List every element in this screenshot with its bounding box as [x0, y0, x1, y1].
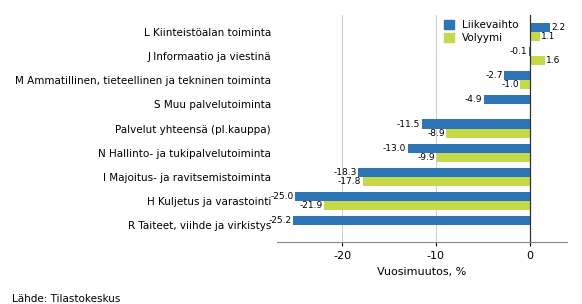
Text: -17.8: -17.8 — [338, 177, 361, 186]
Bar — [484, 95, 530, 105]
Bar — [528, 47, 530, 56]
Bar — [436, 153, 530, 162]
Text: Lähde: Tilastokeskus: Lähde: Tilastokeskus — [12, 294, 120, 304]
Text: -8.9: -8.9 — [427, 129, 445, 138]
Bar — [530, 23, 550, 32]
Bar — [295, 192, 530, 201]
Bar — [408, 143, 530, 153]
Bar — [363, 177, 530, 186]
Text: -9.9: -9.9 — [418, 153, 435, 162]
Bar — [293, 216, 530, 225]
Text: -1.0: -1.0 — [501, 80, 519, 89]
X-axis label: Vuosimuutos, %: Vuosimuutos, % — [377, 267, 466, 277]
Bar — [530, 32, 540, 41]
Text: -25.2: -25.2 — [269, 216, 292, 225]
Text: -25.0: -25.0 — [271, 192, 294, 201]
Text: -11.5: -11.5 — [397, 119, 420, 129]
Text: 1.6: 1.6 — [546, 56, 560, 65]
Text: -21.9: -21.9 — [300, 201, 323, 210]
Bar — [324, 201, 530, 210]
Text: 1.1: 1.1 — [541, 32, 556, 41]
Text: -0.1: -0.1 — [510, 47, 527, 56]
Bar — [422, 119, 530, 129]
Text: -13.0: -13.0 — [383, 144, 406, 153]
Bar — [530, 56, 545, 65]
Text: 2.2: 2.2 — [552, 23, 566, 32]
Text: -2.7: -2.7 — [485, 71, 503, 80]
Bar — [504, 71, 530, 80]
Text: -4.9: -4.9 — [464, 95, 482, 104]
Bar — [358, 168, 530, 177]
Bar — [520, 80, 530, 89]
Bar — [446, 129, 530, 138]
Legend: Liikevaihto, Volyymi: Liikevaihto, Volyymi — [442, 18, 521, 45]
Text: -18.3: -18.3 — [333, 168, 357, 177]
